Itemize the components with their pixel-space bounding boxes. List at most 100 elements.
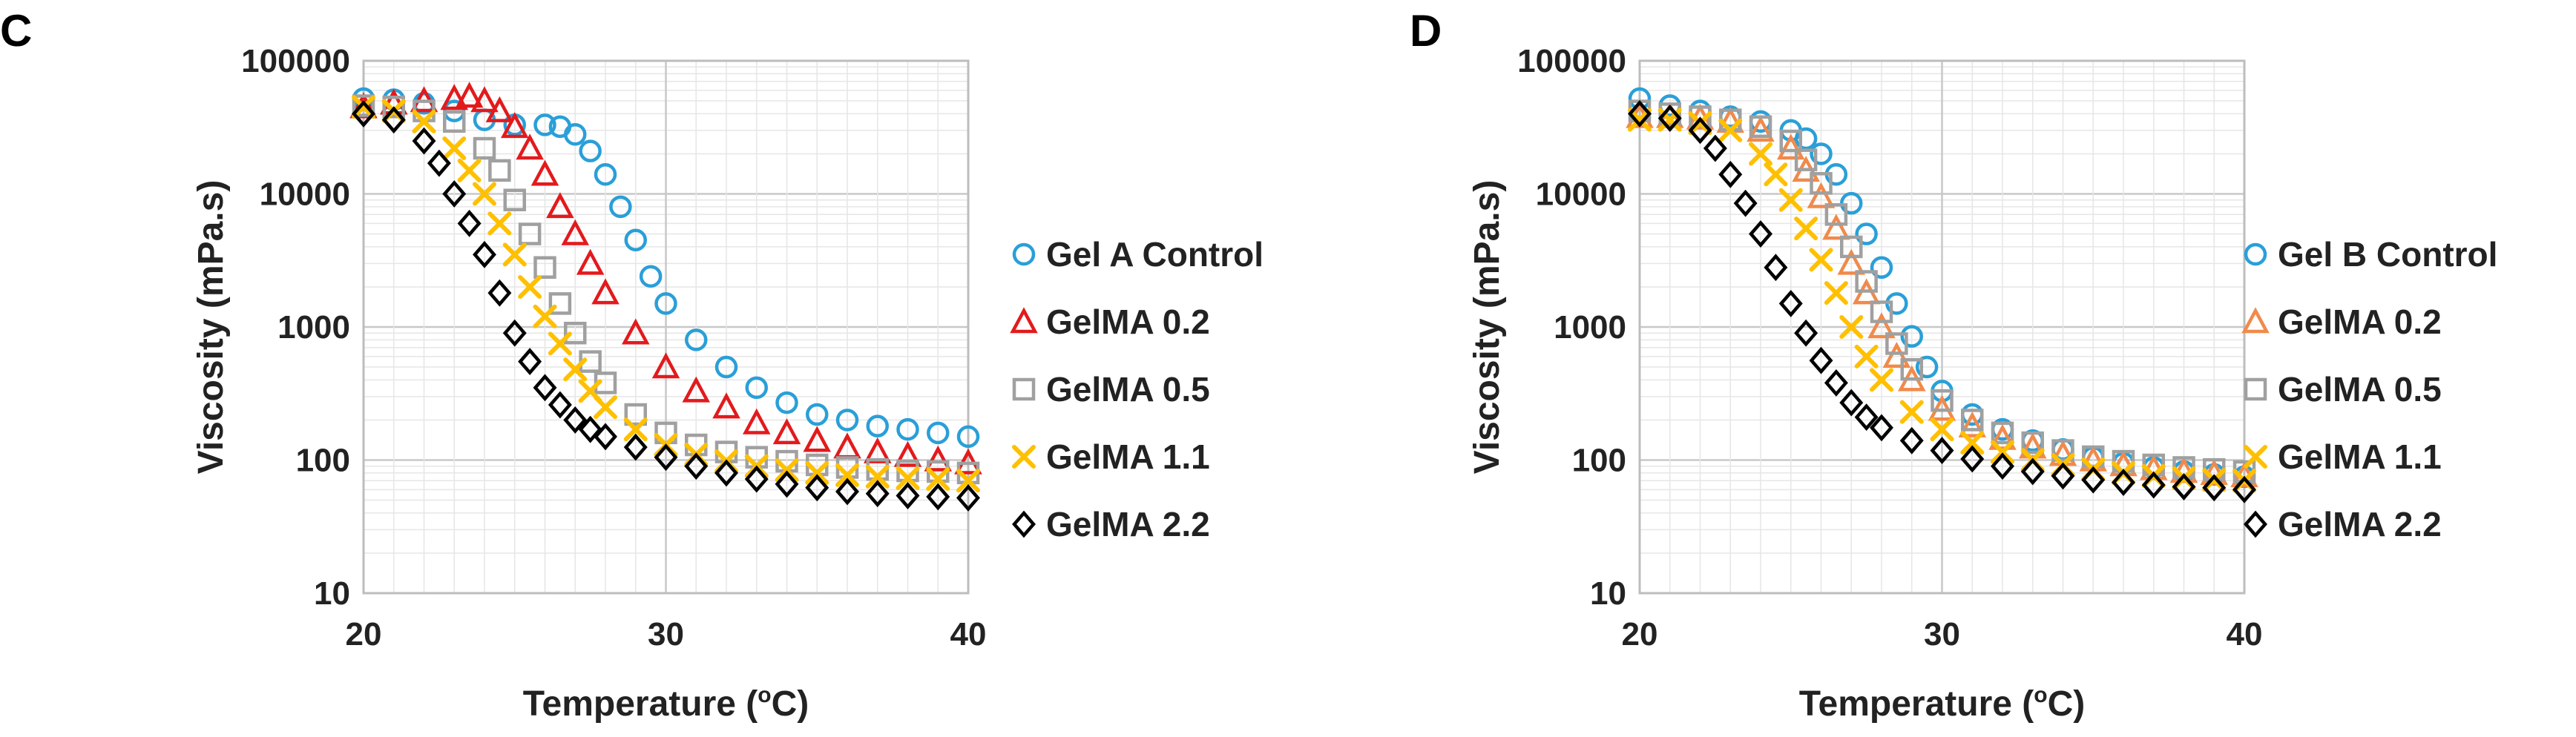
data-point (1749, 220, 1772, 248)
legend-marker (2244, 445, 2267, 469)
data-point (1688, 111, 1712, 136)
data-point (896, 417, 919, 441)
data-point (896, 482, 920, 509)
data-point (1778, 188, 1803, 212)
data-point (893, 440, 922, 467)
data-point (865, 464, 890, 489)
data-point (548, 331, 572, 356)
data-point (1870, 300, 1893, 323)
data-point (1882, 342, 1911, 368)
data-point (1824, 368, 1848, 397)
data-point (624, 228, 647, 251)
data-point (926, 483, 950, 511)
data-point (578, 415, 602, 443)
y-tick-label: 100 (1572, 443, 1626, 479)
data-point (1628, 99, 1652, 128)
data-point (412, 109, 436, 133)
data-point (684, 452, 709, 480)
plot-frame (362, 59, 970, 595)
data-point (1899, 426, 1924, 455)
legend-marker (2241, 307, 2270, 334)
y-tick-label: 10 (1590, 575, 1626, 612)
x-axis-title-end: C) (2048, 684, 2086, 724)
data-point (1688, 116, 1712, 145)
x-axis-title-main: Temperature ( (523, 684, 758, 724)
panel-label: C (0, 6, 32, 56)
data-point (1991, 421, 2014, 445)
data-point (473, 182, 496, 206)
data-point (1958, 411, 1987, 437)
y-tick-label: 10 (314, 575, 350, 612)
data-point (1794, 127, 1818, 151)
data-point (1870, 368, 1893, 392)
data-point (772, 418, 801, 445)
data-point (1794, 217, 1818, 241)
data-point (1794, 319, 1818, 347)
data-point (579, 139, 602, 162)
data-point (487, 211, 512, 236)
legend-label: GelMA 2.2 (1046, 505, 1210, 543)
data-point (561, 219, 590, 245)
x-tick-label: 20 (1622, 616, 1658, 652)
data-point (443, 110, 466, 133)
data-point (442, 180, 467, 208)
data-point (518, 274, 542, 299)
data-point (1749, 115, 1772, 139)
plot-frame (1638, 59, 2246, 595)
legend-item: GelMA 0.2 (2241, 303, 2442, 341)
data-point (2081, 466, 2106, 494)
legend-item: GelMA 0.5 (2244, 370, 2442, 409)
data-point (745, 376, 768, 400)
data-point (1930, 417, 1954, 442)
data-point (548, 391, 572, 419)
data-point (533, 113, 556, 136)
y-tick-label: 1000 (1554, 309, 1626, 346)
data-point (2021, 431, 2044, 455)
data-point (835, 409, 859, 432)
data-point (2232, 475, 2256, 503)
data-point (518, 222, 542, 245)
data-point (352, 94, 375, 117)
chart-panel-d: D 10 100 1000 10000 100000 20 30 40 Viscosity … (1410, 6, 2497, 724)
legend-item: GelMA 2.2 (1012, 505, 1210, 543)
data-point (1657, 105, 1682, 132)
data-point (744, 465, 769, 493)
y-axis-title: Viscosity (mPa.s) (1468, 180, 1507, 475)
data-point (1961, 409, 1984, 432)
data-point (564, 321, 587, 345)
data-point (1807, 182, 1836, 208)
data-point (473, 136, 496, 160)
data-point (1764, 254, 1788, 282)
y-tick-labels: 10 100 1000 10000 100000 (1517, 43, 1626, 612)
grid (362, 61, 970, 595)
data-point (1885, 332, 1908, 355)
data-point (1776, 133, 1805, 160)
legend-marker (1010, 307, 1038, 334)
data-point (1915, 355, 1939, 379)
data-point (502, 319, 527, 347)
data-point (1810, 142, 1833, 165)
data-point (1747, 116, 1775, 142)
y-tick-label: 100000 (1517, 43, 1626, 79)
x-tick-label: 30 (1924, 616, 1960, 652)
data-point (2172, 473, 2196, 500)
data-point (1824, 281, 1848, 305)
data-point (1778, 289, 1803, 317)
y-tick-label: 1000 (277, 309, 350, 346)
data-point (1689, 105, 1712, 128)
legend-label: GelMA 1.1 (2278, 437, 2442, 476)
data-point (956, 469, 980, 493)
data-point (866, 414, 889, 437)
data-point (1809, 346, 1833, 374)
data-point (2141, 471, 2166, 499)
legend-marker (1012, 377, 1036, 401)
data-point (533, 256, 556, 279)
legend-label: GelMA 0.2 (1046, 303, 1210, 341)
data-point (1960, 445, 1985, 473)
data-point (654, 292, 677, 315)
x-axis-title: Temperature (oC) (523, 683, 809, 724)
data-point (1840, 235, 1863, 259)
legend-item: Gel A Control (1012, 235, 1264, 274)
data-point (563, 406, 588, 434)
